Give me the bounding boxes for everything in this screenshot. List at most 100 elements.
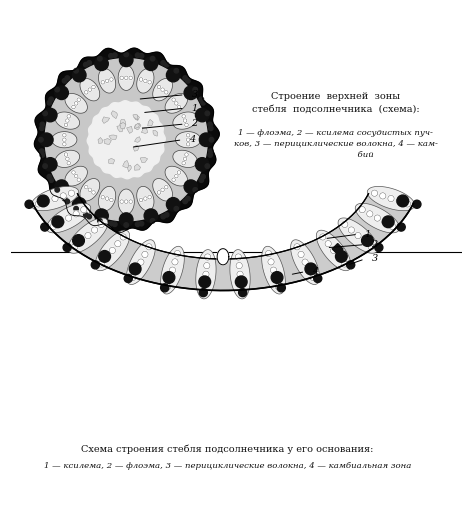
Polygon shape bbox=[52, 132, 77, 148]
Circle shape bbox=[164, 62, 169, 67]
Circle shape bbox=[65, 76, 69, 80]
Circle shape bbox=[205, 111, 210, 115]
Circle shape bbox=[298, 251, 304, 258]
Circle shape bbox=[382, 216, 394, 228]
Circle shape bbox=[63, 133, 66, 137]
Circle shape bbox=[67, 114, 70, 118]
Circle shape bbox=[413, 200, 421, 208]
Polygon shape bbox=[120, 121, 125, 129]
Circle shape bbox=[294, 243, 300, 250]
Polygon shape bbox=[262, 246, 285, 294]
Circle shape bbox=[98, 261, 105, 267]
Circle shape bbox=[87, 61, 92, 65]
Circle shape bbox=[125, 200, 128, 203]
Circle shape bbox=[396, 198, 402, 204]
Circle shape bbox=[185, 153, 188, 157]
Circle shape bbox=[277, 284, 285, 292]
Circle shape bbox=[148, 196, 151, 199]
Polygon shape bbox=[153, 130, 158, 136]
Circle shape bbox=[209, 138, 214, 142]
Polygon shape bbox=[134, 124, 140, 129]
Circle shape bbox=[238, 280, 244, 286]
Circle shape bbox=[319, 234, 326, 240]
Text: 1: 1 bbox=[365, 230, 371, 239]
Circle shape bbox=[84, 186, 88, 189]
Polygon shape bbox=[133, 114, 138, 120]
Circle shape bbox=[73, 211, 79, 217]
Circle shape bbox=[238, 289, 247, 297]
Circle shape bbox=[55, 86, 69, 100]
Circle shape bbox=[72, 105, 75, 109]
Circle shape bbox=[66, 157, 69, 161]
Circle shape bbox=[175, 102, 178, 105]
Polygon shape bbox=[65, 166, 88, 186]
Circle shape bbox=[314, 275, 322, 282]
Circle shape bbox=[183, 119, 187, 122]
Circle shape bbox=[104, 254, 110, 260]
Circle shape bbox=[161, 188, 164, 192]
Circle shape bbox=[139, 77, 143, 81]
Circle shape bbox=[139, 221, 144, 226]
Circle shape bbox=[172, 98, 175, 102]
Circle shape bbox=[371, 190, 378, 197]
Circle shape bbox=[172, 259, 178, 265]
Circle shape bbox=[84, 91, 88, 94]
Polygon shape bbox=[80, 79, 100, 101]
Polygon shape bbox=[165, 93, 188, 113]
Circle shape bbox=[203, 271, 209, 277]
Text: 4: 4 bbox=[189, 135, 195, 144]
Polygon shape bbox=[34, 48, 219, 232]
Polygon shape bbox=[135, 123, 141, 130]
Polygon shape bbox=[109, 159, 115, 164]
Circle shape bbox=[129, 76, 132, 80]
Circle shape bbox=[201, 288, 207, 295]
Polygon shape bbox=[45, 58, 207, 221]
Polygon shape bbox=[68, 218, 108, 253]
Circle shape bbox=[174, 207, 179, 211]
Circle shape bbox=[39, 126, 44, 131]
Circle shape bbox=[75, 102, 78, 105]
Circle shape bbox=[44, 198, 50, 204]
Polygon shape bbox=[128, 165, 131, 172]
Circle shape bbox=[52, 216, 63, 228]
Circle shape bbox=[47, 174, 51, 179]
Polygon shape bbox=[355, 203, 400, 233]
Circle shape bbox=[183, 76, 188, 80]
Text: 4: 4 bbox=[312, 267, 319, 276]
Circle shape bbox=[275, 284, 282, 290]
Circle shape bbox=[362, 238, 368, 245]
Circle shape bbox=[200, 133, 213, 147]
Polygon shape bbox=[161, 246, 184, 294]
Polygon shape bbox=[99, 187, 116, 211]
Circle shape bbox=[265, 250, 272, 257]
Circle shape bbox=[270, 267, 277, 274]
Circle shape bbox=[124, 223, 128, 227]
Circle shape bbox=[199, 289, 207, 297]
Circle shape bbox=[64, 123, 68, 126]
Polygon shape bbox=[367, 187, 415, 211]
Circle shape bbox=[88, 88, 92, 92]
Circle shape bbox=[65, 215, 72, 221]
Circle shape bbox=[105, 79, 109, 83]
Polygon shape bbox=[95, 230, 130, 271]
Circle shape bbox=[208, 126, 213, 131]
Circle shape bbox=[63, 197, 67, 201]
Circle shape bbox=[375, 243, 383, 251]
Circle shape bbox=[135, 53, 140, 57]
Polygon shape bbox=[291, 240, 319, 285]
Circle shape bbox=[75, 174, 78, 178]
Circle shape bbox=[72, 243, 78, 250]
Circle shape bbox=[72, 171, 75, 174]
Circle shape bbox=[167, 275, 173, 281]
Circle shape bbox=[74, 69, 78, 73]
Circle shape bbox=[193, 188, 198, 192]
Circle shape bbox=[388, 196, 394, 202]
Circle shape bbox=[109, 54, 113, 58]
Circle shape bbox=[208, 122, 213, 126]
Circle shape bbox=[135, 222, 140, 227]
Circle shape bbox=[235, 276, 247, 288]
Circle shape bbox=[134, 267, 140, 273]
Circle shape bbox=[63, 142, 66, 146]
Circle shape bbox=[336, 250, 347, 262]
Circle shape bbox=[195, 108, 209, 122]
